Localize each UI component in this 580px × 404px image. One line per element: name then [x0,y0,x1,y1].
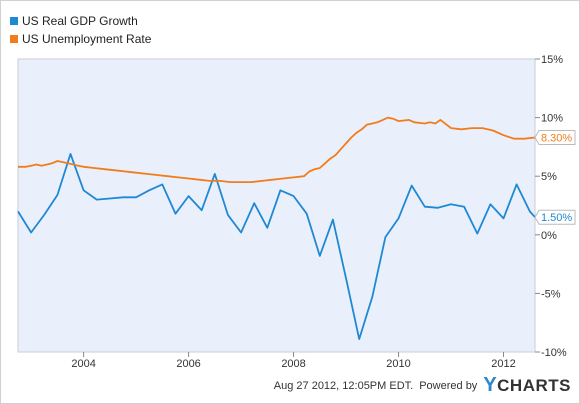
legend-label-gdp: US Real GDP Growth [22,14,138,28]
y-tick-label: -10% [541,347,567,359]
legend-item-gdp[interactable]: US Real GDP Growth [10,12,151,30]
legend-swatch-gdp [10,17,18,25]
gdp-end-label: 1.50% [541,212,572,224]
x-tick-label: 2010 [386,358,410,370]
y-tick-label: 5% [541,171,557,183]
y-tick-label: 15% [541,54,563,66]
chart-legend: US Real GDP Growth US Unemployment Rate [10,12,151,48]
unemployment-line [18,116,536,183]
footer-timestamp: Aug 27 2012, 12:05PM EDT. [273,379,414,392]
y-tick-label: 10% [541,113,563,125]
unemployment-end-label-box [534,130,576,146]
ycharts-logo-mark: Y [483,374,498,396]
y-tick-label: 0% [541,230,557,242]
ycharts-logo[interactable]: Y CHARTS [483,374,571,397]
gdp-end-label-box [534,209,576,225]
x-tick-label: 2004 [71,358,95,370]
legend-label-unemployment: US Unemployment Rate [22,32,152,46]
ycharts-logo-text: CHARTS [497,376,571,395]
y-tick-label: -5% [541,288,561,300]
x-tick-label: 2012 [491,358,515,370]
unemployment-end-label: 8.30% [541,133,572,145]
legend-item-unemployment[interactable]: US Unemployment Rate [10,30,151,48]
chart-footer: Aug 27 2012, 12:05PM EDT. Powered by Y C… [274,374,571,397]
legend-swatch-unemployment [10,35,18,43]
gdp-growth-line [17,153,536,340]
x-tick-label: 2008 [281,358,305,370]
footer-powered-by: Powered by [419,379,478,392]
x-tick-label: 2006 [176,358,200,370]
